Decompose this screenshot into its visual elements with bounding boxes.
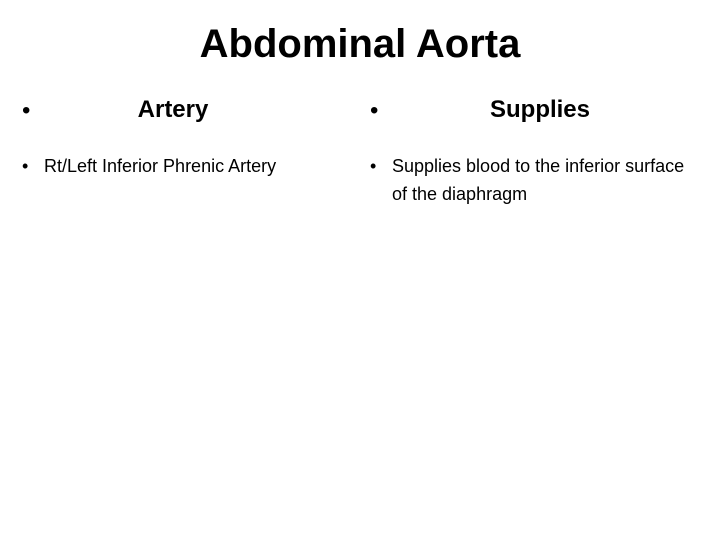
columns: • Artery • Rt/Left Inferior Phrenic Arte… <box>0 95 720 223</box>
slide: Abdominal Aorta • Artery • Rt/Left Infer… <box>0 0 720 540</box>
column-header-supplies: Supplies <box>392 96 698 124</box>
list-item: • Rt/Left Inferior Phrenic Artery <box>22 153 350 181</box>
column-header-row: • Artery <box>22 95 350 125</box>
column-supplies: • Supplies • Supplies blood to the infer… <box>360 95 698 223</box>
supplies-item-text: Supplies blood to the inferior surface o… <box>392 153 698 209</box>
column-header-artery: Artery <box>44 96 350 124</box>
bullet-icon: • <box>370 153 392 181</box>
column-header-row: • Supplies <box>370 95 698 125</box>
slide-title: Abdominal Aorta <box>0 0 720 67</box>
bullet-icon: • <box>370 97 392 125</box>
bullet-icon: • <box>22 153 44 181</box>
column-artery: • Artery • Rt/Left Inferior Phrenic Arte… <box>22 95 360 223</box>
list-item: • Supplies blood to the inferior surface… <box>370 153 698 209</box>
artery-item-text: Rt/Left Inferior Phrenic Artery <box>44 153 350 181</box>
bullet-icon: • <box>22 97 44 125</box>
